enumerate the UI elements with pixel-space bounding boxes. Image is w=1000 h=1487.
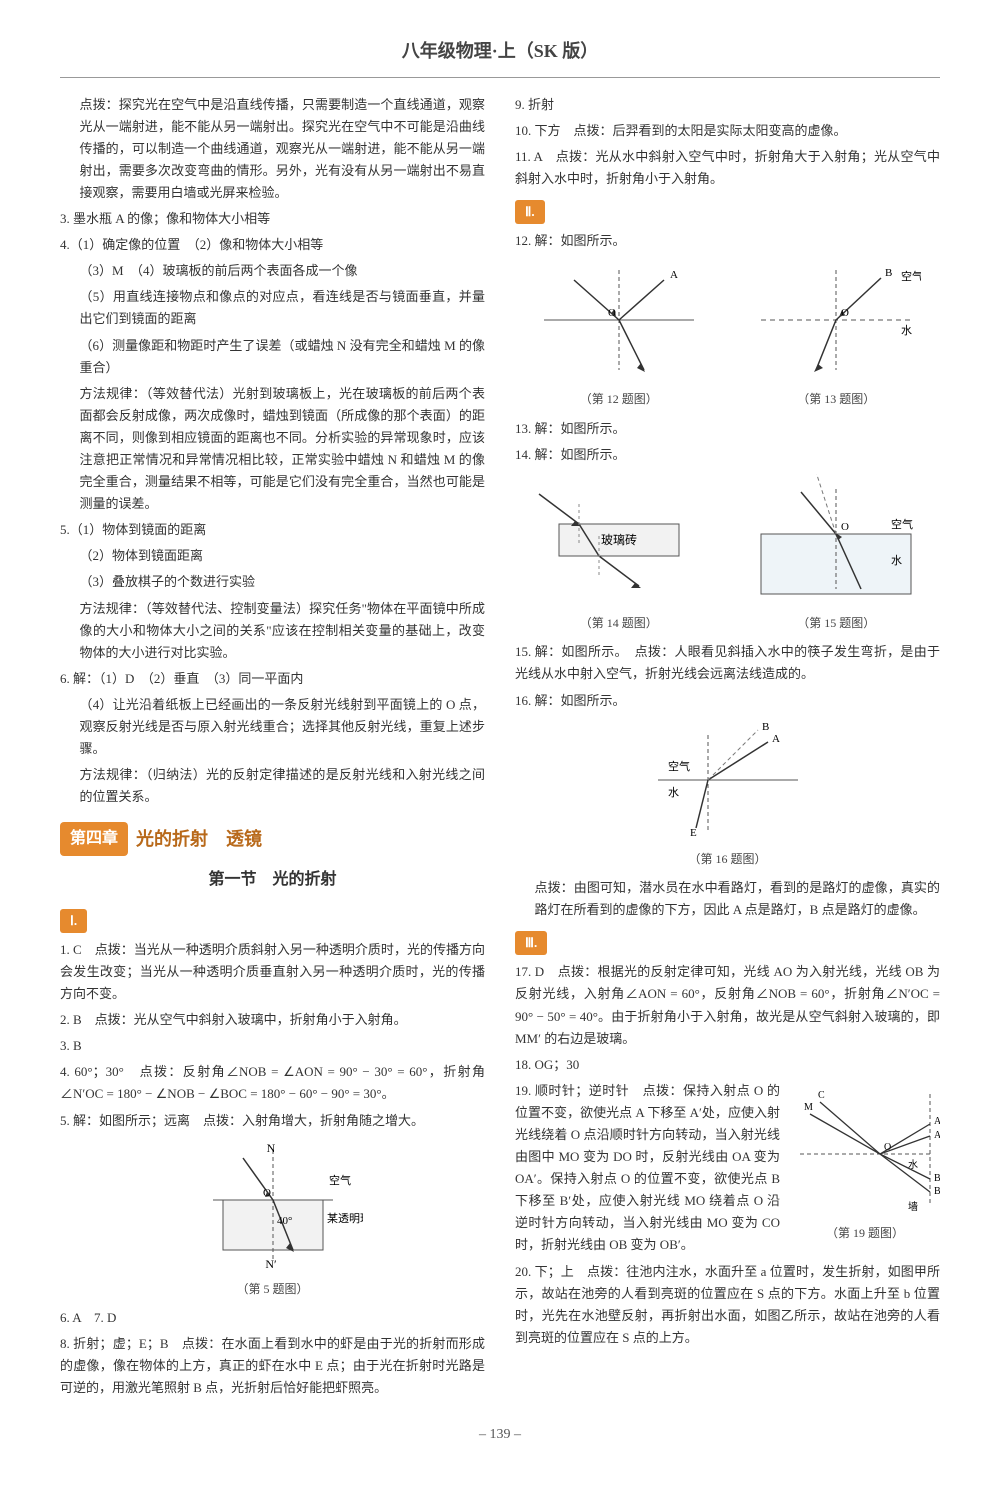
svg-text:A′: A′ <box>934 1130 940 1141</box>
figure-14-svg: 玻璃砖 <box>519 474 719 604</box>
para: 14. 解：如图所示。 <box>515 444 940 466</box>
figure-5-caption: （第 5 题图） <box>60 1279 485 1299</box>
roman-badge: Ⅰ. <box>60 909 87 933</box>
content-columns: 点拨：探究光在空气中是沿直线传播，只需要制造一个直线通道，观察光从一端射进，能不… <box>60 94 940 1404</box>
para: 17. D 点拨：根据光的反射定律可知，光线 AO 为入射光线，光线 OB 为反… <box>515 961 940 1049</box>
para: 18. OG；30 <box>515 1054 940 1076</box>
figure-13: 空气 水 B O （第 13 题图） <box>733 260 941 409</box>
figure-14: 玻璃砖 （第 14 题图） <box>515 474 723 633</box>
figure-16-svg: 空气 水 A B E <box>638 720 818 840</box>
svg-text:O: O <box>263 1187 271 1199</box>
figure-row-14-15: 玻璃砖 （第 14 题图） .dash{stroke-da <box>515 474 940 633</box>
svg-text:空气: 空气 <box>668 759 690 773</box>
figure-5: N N′ O 40° 空气 某透明玻璃砖 （第 5 题图） <box>60 1140 485 1299</box>
figure-13-caption: （第 13 题图） <box>733 389 941 409</box>
svg-text:空气: 空气 <box>329 1173 351 1187</box>
svg-text:墙: 墙 <box>908 1200 918 1213</box>
para: 5. 解：如图所示；远离 点拨：入射角增大，折射角随之增大。 <box>60 1110 485 1132</box>
figure-12-svg: O A <box>534 260 704 380</box>
para: 4.（1）确定像的位置 （2）像和物体大小相等 <box>60 234 485 256</box>
para: （3）叠放棋子的个数进行实验 <box>60 571 485 593</box>
para: 点拨：由图可知，潜水员在水中看路灯，看到的是路灯的虚像，真实的路灯在所看到的虚像… <box>515 877 940 921</box>
para: 15. 解：如图所示。 点拨：人眼看见斜插入水中的筷子发生弯折，是由于光线从水中… <box>515 641 940 685</box>
svg-text:M: M <box>804 1102 813 1113</box>
roman-badge: Ⅱ. <box>515 200 545 224</box>
svg-text:40°: 40° <box>277 1215 292 1227</box>
figure-19-caption: （第 19 题图） <box>790 1223 940 1243</box>
para: 方法规律：（归纳法）光的反射定律描述的是反射光线和入射光线之间的位置关系。 <box>60 764 485 808</box>
svg-text:B: B <box>885 267 892 279</box>
figure-16-caption: （第 16 题图） <box>515 849 940 869</box>
svg-text:空气: 空气 <box>891 517 913 531</box>
chapter-rest: 光的折射 透镜 <box>136 824 262 855</box>
svg-text:O: O <box>841 307 849 319</box>
para: 3. B <box>60 1035 485 1057</box>
para: （4）让光沿着纸板上已经画出的一条反射光线射到平面镜上的 O 点，观察反射光线是… <box>60 694 485 760</box>
page-number: – 139 – <box>60 1423 940 1447</box>
svg-text:水: 水 <box>891 554 902 567</box>
svg-text:玻璃砖: 玻璃砖 <box>601 532 637 547</box>
figure-19-svg: A A′ B B′ M C O 水 墙 <box>790 1084 940 1214</box>
page-header: 八年级物理·上（SK 版） <box>60 30 940 78</box>
svg-text:A: A <box>772 733 780 745</box>
header-title: 八年级物理·上（SK 版） <box>402 41 599 61</box>
svg-text:O: O <box>841 521 849 533</box>
para: 6. 解：（1）D （2）垂直 （3）同一平面内 <box>60 668 485 690</box>
para: 8. 折射；虚；E；B 点拨：在水面上看到水中的虾是由于光的折射而形成的虚像，像… <box>60 1333 485 1399</box>
figure-15: .dash{stroke-dasharray:4 3;} O 空气 水 （第 1… <box>733 474 941 633</box>
section-heading: 第一节 光的折射 <box>60 866 485 893</box>
para: 9. 折射 <box>515 94 940 116</box>
para: （5）用直线连接物点和像点的对应点，看连线是否与镜面垂直，并量出它们到镜面的距离 <box>60 286 485 330</box>
roman-badge: Ⅲ. <box>515 931 547 955</box>
para: 13. 解：如图所示。 <box>515 418 940 440</box>
right-column: 9. 折射 10. 下方 点拨：后羿看到的太阳是实际太阳变高的虚像。 11. A… <box>515 94 940 1404</box>
figure-13-svg: 空气 水 B O <box>751 260 921 380</box>
para: 6. A 7. D <box>60 1307 485 1329</box>
para: 16. 解：如图所示。 <box>515 690 940 712</box>
para: 1. C 点拨：当光从一种透明介质斜射入另一种透明介质时，光的传播方向会发生改变… <box>60 939 485 1005</box>
figure-12: O A （第 12 题图） <box>515 260 723 409</box>
figure-5-svg: N N′ O 40° 空气 某透明玻璃砖 <box>183 1140 363 1270</box>
chapter-heading: 第四章 光的折射 透镜 <box>60 822 485 855</box>
left-column: 点拨：探究光在空气中是沿直线传播，只需要制造一个直线通道，观察光从一端射进，能不… <box>60 94 485 1404</box>
svg-text:O: O <box>884 1142 891 1153</box>
svg-text:B: B <box>762 721 769 733</box>
svg-text:C: C <box>818 1090 825 1101</box>
svg-text:A: A <box>934 1116 940 1127</box>
figure-15-svg: .dash{stroke-dasharray:4 3;} O 空气 水 <box>751 474 921 604</box>
para: 点拨：探究光在空气中是沿直线传播，只需要制造一个直线通道，观察光从一端射进，能不… <box>60 94 485 204</box>
figure-12-caption: （第 12 题图） <box>515 389 723 409</box>
para: 4. 60°；30° 点拨：反射角∠NOB = ∠AON = 90° − 30°… <box>60 1061 485 1105</box>
para: 12. 解：如图所示。 <box>515 230 940 252</box>
svg-text:水: 水 <box>668 786 679 799</box>
svg-text:E: E <box>690 827 697 839</box>
svg-text:N: N <box>266 1141 275 1155</box>
para: （3）M （4）玻璃板的前后两个表面各成一个像 <box>60 260 485 282</box>
figure-15-caption: （第 15 题图） <box>733 613 941 633</box>
svg-text:水: 水 <box>908 1159 918 1171</box>
para: 20. 下；上 点拨：往池内注水，水面升至 a 位置时，发生折射，如图甲所示，故… <box>515 1261 940 1349</box>
para: 2. B 点拨：光从空气中斜射入玻璃中，折射角小于入射角。 <box>60 1009 485 1031</box>
figure-16: 空气 水 A B E （第 16 题图） <box>515 720 940 869</box>
para: 3. 墨水瓶 A 的像；像和物体大小相等 <box>60 208 485 230</box>
para: 11. A 点拨：光从水中斜射入空气中时，折射角大于入射角；光从空气中斜射入水中… <box>515 146 940 190</box>
svg-text:某透明玻璃砖: 某透明玻璃砖 <box>327 1211 363 1225</box>
svg-text:A: A <box>670 269 678 281</box>
chapter-badge: 第四章 <box>60 822 128 855</box>
svg-text:空气: 空气 <box>901 269 921 283</box>
para: （2）物体到镜面距离 <box>60 545 485 567</box>
para: （6）测量像距和物距时产生了误差（或蜡烛 N 没有完全和蜡烛 M 的像重合） <box>60 335 485 379</box>
figure-19: A A′ B B′ M C O 水 墙 （第 19 题图） <box>790 1084 940 1243</box>
svg-text:O: O <box>608 307 616 319</box>
svg-text:B′: B′ <box>934 1186 940 1197</box>
para: 5.（1）物体到镜面的距离 <box>60 519 485 541</box>
para: 方法规律：（等效替代法、控制变量法）探究任务"物体在平面镜中所成像的大小和物体大… <box>60 598 485 664</box>
svg-text:N′: N′ <box>265 1257 277 1270</box>
figure-row-12-13: O A （第 12 题图） 空气 水 B O （第 1 <box>515 260 940 409</box>
figure-14-caption: （第 14 题图） <box>515 613 723 633</box>
svg-text:水: 水 <box>901 324 912 337</box>
para: 10. 下方 点拨：后羿看到的太阳是实际太阳变高的虚像。 <box>515 120 940 142</box>
para: 方法规律：（等效替代法）光射到玻璃板上，光在玻璃板的前后两个表面都会反射成像，两… <box>60 383 485 516</box>
svg-text:B: B <box>934 1173 940 1184</box>
